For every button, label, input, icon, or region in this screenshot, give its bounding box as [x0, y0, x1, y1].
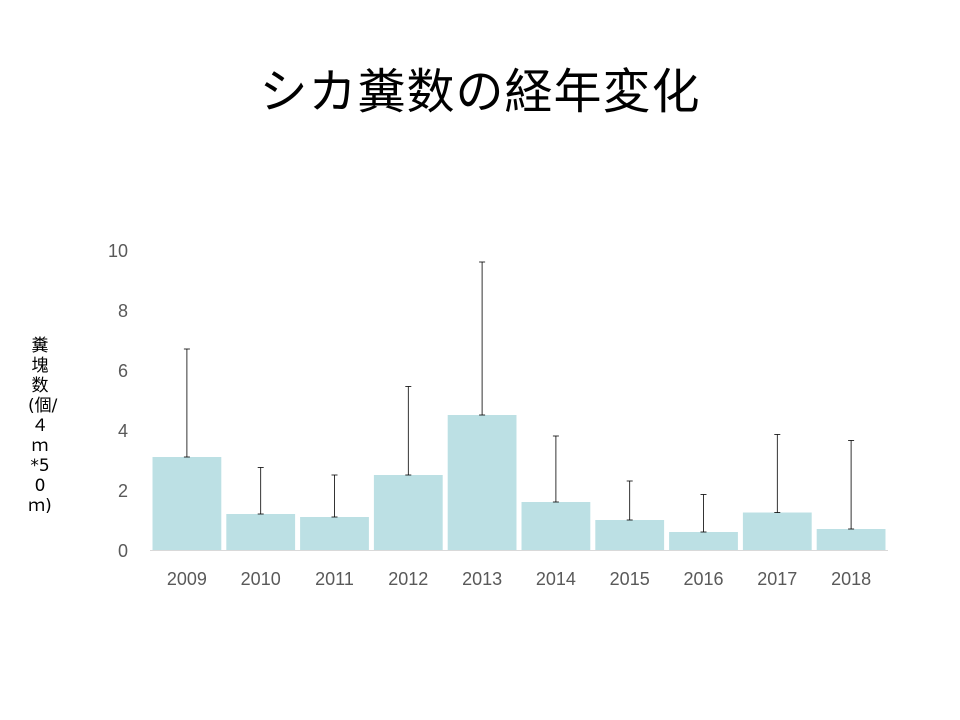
bar — [742, 512, 812, 550]
y-tick-label: 6 — [118, 361, 128, 381]
x-tick-label: 2010 — [241, 569, 281, 589]
x-tick-label: 2016 — [683, 569, 723, 589]
x-tick-label: 2013 — [462, 569, 502, 589]
bar — [226, 514, 296, 550]
x-tick-label: 2012 — [388, 569, 428, 589]
bar — [373, 475, 443, 550]
y-tick-label: 8 — [118, 301, 128, 321]
x-tick-label: 2009 — [167, 569, 207, 589]
bar — [669, 532, 738, 550]
y-tick-label: 10 — [108, 241, 128, 261]
bar — [816, 529, 886, 550]
x-tick-label: 2018 — [831, 569, 871, 589]
bar — [152, 457, 222, 550]
y-tick-label: 0 — [118, 541, 128, 561]
x-tick-label: 2011 — [315, 569, 354, 589]
y-axis-label: 糞塊数(個/４ｍ*50ｍ) — [28, 336, 58, 516]
chart-title: シカ糞数の経年変化 — [259, 64, 701, 120]
bar — [447, 415, 517, 550]
bar — [595, 520, 665, 550]
x-tick-label: 2014 — [536, 569, 576, 589]
bar — [300, 517, 369, 550]
y-tick-label: 4 — [118, 421, 128, 441]
bar — [521, 502, 591, 550]
x-tick-label: 2017 — [757, 569, 797, 589]
y-tick-label: 2 — [118, 481, 128, 501]
x-tick-label: 2015 — [610, 569, 650, 589]
